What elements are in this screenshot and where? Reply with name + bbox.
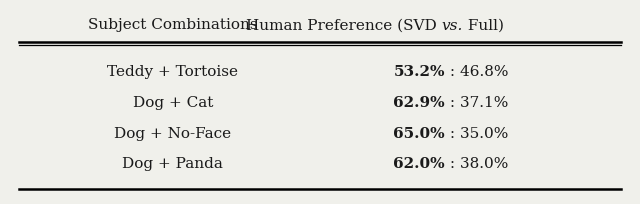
- Text: : 46.8%: : 46.8%: [445, 65, 508, 79]
- Text: Dog + Cat: Dog + Cat: [132, 96, 213, 110]
- Text: 62.0%: 62.0%: [393, 157, 445, 171]
- Text: Dog + Panda: Dog + Panda: [122, 157, 223, 171]
- Text: Subject Combinations: Subject Combinations: [88, 19, 258, 32]
- Text: vs.: vs.: [442, 19, 463, 32]
- Text: : 37.1%: : 37.1%: [445, 96, 508, 110]
- Text: 65.0%: 65.0%: [393, 127, 445, 141]
- Text: Full): Full): [463, 19, 504, 32]
- Text: Teddy + Tortoise: Teddy + Tortoise: [108, 65, 238, 79]
- Text: Dog + No-Face: Dog + No-Face: [114, 127, 232, 141]
- Text: 53.2%: 53.2%: [394, 65, 445, 79]
- Text: : 35.0%: : 35.0%: [445, 127, 508, 141]
- Text: 62.9%: 62.9%: [393, 96, 445, 110]
- Text: : 38.0%: : 38.0%: [445, 157, 508, 171]
- Text: Human Preference (SVD: Human Preference (SVD: [246, 19, 442, 32]
